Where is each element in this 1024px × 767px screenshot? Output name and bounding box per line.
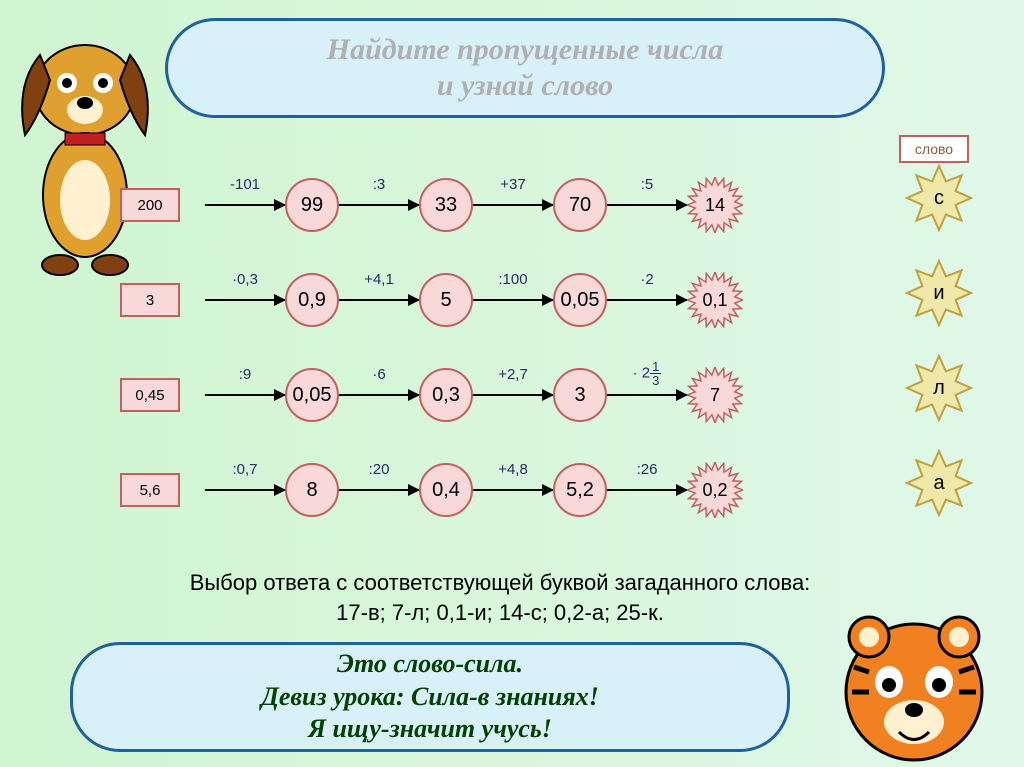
- bottom-line3: Я ищу-значит учусь!: [308, 713, 552, 746]
- start-value: 0,45: [120, 378, 180, 412]
- operation-label: ·0,3: [185, 271, 305, 288]
- arrow-icon: [473, 394, 553, 396]
- slovo-label: слово: [899, 135, 969, 163]
- chain-segment: :5: [607, 204, 687, 206]
- chain-segment: +4,8: [473, 489, 553, 491]
- chain-row: 3 ·0,30,9+4,15:1000,05·20,1: [120, 265, 743, 335]
- bottom-bubble: Это слово-сила. Девиз урока: Сила-в знан…: [70, 642, 790, 752]
- arrow-icon: [339, 204, 419, 206]
- chain-segment: · 213: [607, 394, 687, 396]
- chain-segment: +2,7: [473, 394, 553, 396]
- operation-label: +4,8: [453, 461, 573, 478]
- chain-final-burst: 14: [687, 177, 743, 233]
- chain-segment: :20: [339, 489, 419, 491]
- chain-segment: :3: [339, 204, 419, 206]
- chain-segment: :100: [473, 299, 553, 301]
- arrow-icon: [607, 299, 687, 301]
- arrow-icon: [205, 394, 285, 396]
- chain-value: 8: [285, 463, 339, 517]
- arrow-icon: [473, 489, 553, 491]
- chain-value: 70: [553, 178, 607, 232]
- operation-label: :3: [319, 176, 439, 193]
- chain-value: 99: [285, 178, 339, 232]
- chain-value: 0,05: [285, 368, 339, 422]
- operation-label: +2,7: [453, 366, 573, 383]
- arrow-icon: [205, 489, 285, 491]
- chain-final-burst: 0,2: [687, 462, 743, 518]
- chain-segment: -101: [205, 204, 285, 206]
- chain-value: 5: [419, 273, 473, 327]
- arrow-icon: [339, 489, 419, 491]
- arrow-icon: [607, 204, 687, 206]
- title-bubble: Найдите пропущенные числа и узнай слово: [165, 18, 885, 118]
- chain-segment: +4,1: [339, 299, 419, 301]
- hint-text: Выбор ответа с соответствующей буквой за…: [50, 568, 950, 627]
- operation-label: +37: [453, 176, 573, 193]
- title-line1: Найдите пропущенные числа: [327, 32, 723, 68]
- chain-segment: ·0,3: [205, 299, 285, 301]
- arrow-icon: [339, 394, 419, 396]
- operation-label: +4,1: [319, 271, 439, 288]
- arrow-icon: [205, 204, 285, 206]
- operation-label: :20: [319, 461, 439, 478]
- chain-segment: ·6: [339, 394, 419, 396]
- arrow-icon: [473, 204, 553, 206]
- chain-segment: :0,7: [205, 489, 285, 491]
- title-line2: и узнай слово: [437, 68, 613, 104]
- chain-value: 0,3: [419, 368, 473, 422]
- chain-final-burst: 7: [687, 367, 743, 423]
- arrow-icon: [607, 394, 687, 396]
- letter-star: и: [904, 258, 974, 328]
- letter-star: а: [904, 448, 974, 518]
- chain-value: 33: [419, 178, 473, 232]
- chain-value: 0,9: [285, 273, 339, 327]
- chain-segment: +37: [473, 204, 553, 206]
- chain-value: 0,05: [553, 273, 607, 327]
- bottom-line1: Это слово-сила.: [337, 648, 523, 681]
- chain-row: 200 -10199:333+3770:514: [120, 170, 743, 240]
- start-value: 3: [120, 283, 180, 317]
- arrow-icon: [473, 299, 553, 301]
- chain-value: 0,4: [419, 463, 473, 517]
- operation-label: -101: [185, 176, 305, 193]
- operation-label: :0,7: [185, 461, 305, 478]
- chain-final-burst: 0,1: [687, 272, 743, 328]
- chain-row: 0,45 :90,05·60,3+2,73· 2137: [120, 360, 743, 430]
- operation-label: ·6: [319, 366, 439, 383]
- hint-line2: 17-в; 7-л; 0,1-и; 14-с; 0,2-а; 25-к.: [336, 600, 664, 625]
- start-value: 200: [120, 188, 180, 222]
- chain-segment: :9: [205, 394, 285, 396]
- chain-value: 3: [553, 368, 607, 422]
- letter-star: л: [904, 353, 974, 423]
- letter-star: с: [904, 163, 974, 233]
- arrow-icon: [607, 489, 687, 491]
- hint-line1: Выбор ответа с соответствующей буквой за…: [190, 570, 811, 595]
- chain-segment: :26: [607, 489, 687, 491]
- arrow-icon: [205, 299, 285, 301]
- arrow-icon: [339, 299, 419, 301]
- chain-row: 5,6 :0,78:200,4+4,85,2:260,2: [120, 455, 743, 525]
- start-value: 5,6: [120, 473, 180, 507]
- bottom-line2: Девиз урока: Сила-в знаниях!: [261, 681, 599, 714]
- dog-character: [5, 25, 165, 285]
- operation-label: :100: [453, 271, 573, 288]
- operation-label: :9: [185, 366, 305, 383]
- chain-segment: ·2: [607, 299, 687, 301]
- chain-value: 5,2: [553, 463, 607, 517]
